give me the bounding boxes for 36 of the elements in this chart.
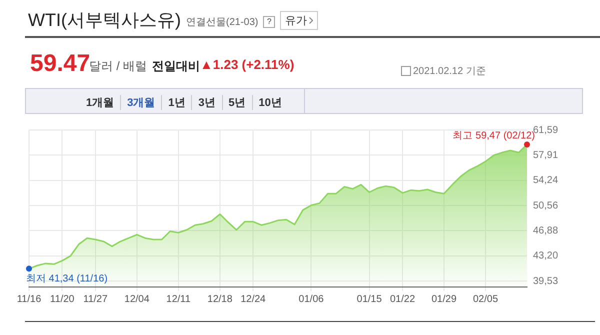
text: 2021.02.12 기준 (413, 65, 486, 78)
annotation: 최저 41,34 (11/16) (26, 273, 108, 284)
y-tick-label: 43,20 (533, 250, 558, 262)
x-tick-label: 11/20 (50, 294, 75, 305)
text: 전일대비 (152, 58, 200, 75)
text: ? (263, 16, 276, 28)
x-tick-label: 12/18 (207, 294, 233, 305)
y-tick-label: 50,56 (533, 200, 558, 212)
y-tick-label: 39,53 (533, 276, 558, 287)
chart-title: WTI(서부텍사스유) (28, 9, 181, 32)
x-tick-label: 02/05 (472, 294, 498, 305)
chart-subtitle: 연결선물(21-03) (186, 16, 258, 28)
text: 10년 (252, 95, 288, 110)
x-tick-label: 12/04 (124, 294, 150, 305)
text: 3개월 (120, 95, 162, 110)
text: 3년 (191, 95, 222, 110)
x-tick-label: 12/24 (240, 294, 266, 305)
text: ▲1.23 (+2.11%) (200, 57, 294, 72)
text: 1년 (161, 95, 192, 110)
annotation: 최고 59,47 (02/12) (452, 130, 535, 142)
text: 1개월 (85, 96, 116, 110)
y-tick-label: 61,59 (533, 124, 558, 136)
text: 59.47 (30, 50, 90, 78)
x-tick-label: 01/29 (431, 294, 457, 305)
y-tick-label: 57,91 (533, 150, 558, 161)
x-tick-label: 12/11 (166, 294, 191, 305)
text: 달러 / 배럴 (89, 58, 148, 75)
text: 5년 (222, 95, 252, 110)
y-tick-label: 54,24 (533, 175, 558, 186)
x-tick-label: 01/22 (390, 294, 416, 305)
x-tick-label: 11/16 (16, 294, 42, 305)
x-tick-label: 01/15 (356, 294, 382, 305)
y-tick-label: 46,88 (533, 225, 558, 236)
x-tick-label: 11/27 (83, 294, 108, 305)
text: 유가 (280, 10, 318, 30)
x-tick-label: 01/06 (298, 294, 324, 305)
